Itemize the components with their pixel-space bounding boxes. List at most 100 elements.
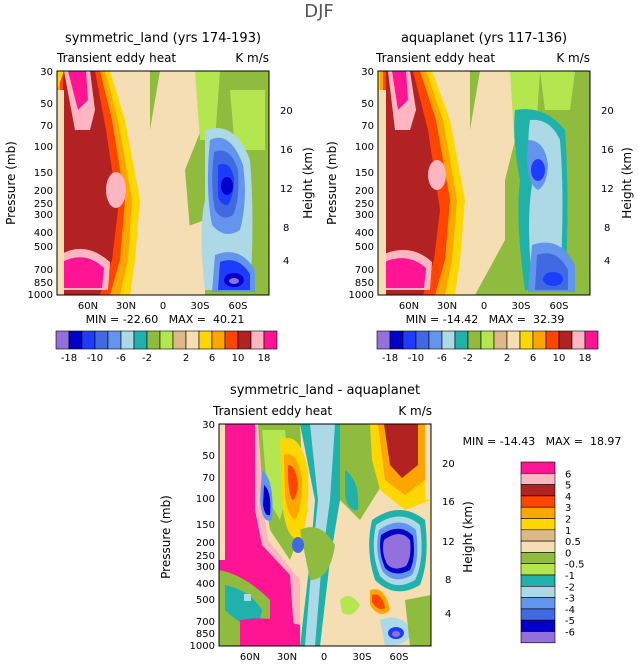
colorbar-swatch: [389, 330, 404, 350]
colorbar-label: -6: [437, 353, 447, 364]
colorbar-swatch: [159, 330, 174, 350]
xtick-60S: 60S: [549, 301, 568, 312]
colorbar-swatch: [584, 330, 599, 350]
colorbar-swatch: [520, 563, 556, 576]
colorbar-swatch: [558, 330, 573, 350]
ytick-250: 250: [34, 199, 53, 210]
colorbar-label: -3: [565, 594, 575, 605]
ytick-30: 30: [40, 67, 53, 78]
ytick-400: 400: [34, 228, 53, 239]
panel-title: symmetric_land - aquaplanet: [230, 383, 420, 398]
x-axis-ticks: 60N 30N 0 30S 60S: [399, 301, 569, 312]
colorbar: -18 -10 -6 -2 2 6 10 18: [55, 330, 278, 364]
subtitle-right: K m/s: [235, 51, 269, 65]
heatmap-field: [57, 71, 269, 295]
colorbar-swatch: [520, 552, 556, 565]
xtick-60S: 60S: [389, 652, 408, 663]
panel-title: aquaplanet (yrs 117-136): [401, 31, 567, 46]
colorbar-label: 18: [579, 353, 592, 364]
xtick-60S: 60S: [228, 301, 247, 312]
colorbar-label: 0: [565, 548, 571, 559]
colorbar-label: -18: [61, 353, 77, 364]
colorbar-swatch: [480, 330, 495, 350]
ztick-12: 12: [601, 184, 614, 195]
colorbar-swatch: [441, 330, 456, 350]
ytick-250: 250: [196, 551, 215, 562]
colorbar-swatch: [454, 330, 469, 350]
ztick-16: 16: [442, 497, 455, 508]
subtitle-left: Transient eddy heat: [375, 51, 495, 65]
colorbar-swatch: [55, 330, 70, 350]
ytick-500: 500: [355, 242, 374, 253]
ytick-150: 150: [34, 168, 53, 179]
ztick-8: 8: [283, 223, 289, 234]
ytick-850: 850: [355, 278, 374, 289]
colorbar-swatch: [107, 330, 122, 350]
colorbar-swatch: [146, 330, 161, 350]
heatmap-field: [378, 71, 590, 295]
colorbar-swatch: [493, 330, 508, 350]
ytick-700: 700: [34, 265, 53, 276]
colorbar-swatch: [428, 330, 443, 350]
colorbar-swatch: [133, 330, 148, 350]
xtick-30N: 30N: [437, 301, 457, 312]
y-axis-ticks: 30 50 70 100 150 200 250 300 400 500 700…: [190, 420, 215, 652]
ztick-20: 20: [280, 106, 293, 117]
colorbar-swatch: [520, 473, 556, 485]
colorbar-swatch: [198, 330, 213, 350]
colorbar-label: -10: [87, 353, 103, 364]
colorbar-label: -6: [565, 628, 575, 639]
ylabel-right: Height (km): [620, 147, 634, 218]
xtick-30S: 30S: [352, 652, 371, 663]
y-axis-ticks: 30 50 70 100 150 200 250 300 400 500 700…: [28, 67, 53, 301]
ytick-200: 200: [196, 538, 215, 549]
ytick-500: 500: [196, 595, 215, 606]
colorbar-label: 1: [565, 526, 571, 537]
ytick-300: 300: [196, 562, 215, 573]
ztick-4: 4: [604, 256, 610, 267]
colorbar-swatch: [520, 631, 556, 644]
ztick-8: 8: [604, 223, 610, 234]
colorbar-label: 2: [565, 515, 571, 526]
colorbar-swatch: [467, 330, 482, 350]
ytick-150: 150: [196, 520, 215, 531]
ytick-150: 150: [355, 168, 374, 179]
colorbar-label: -10: [408, 353, 424, 364]
xtick-60N: 60N: [240, 652, 260, 663]
colorbar-swatch: [81, 330, 96, 350]
ztick-4: 4: [445, 609, 451, 620]
colorbar-label: -18: [382, 353, 398, 364]
ytick-50: 50: [40, 99, 53, 110]
ytick-850: 850: [34, 278, 53, 289]
ztick-20: 20: [601, 106, 614, 117]
ztick-12: 12: [442, 537, 455, 548]
ylabel-right: Height (km): [461, 501, 475, 572]
xtick-30S: 30S: [511, 301, 530, 312]
xtick-60N: 60N: [399, 301, 419, 312]
y-right-ticks: 4 8 12 16 20: [442, 459, 455, 620]
subtitle-left: Transient eddy heat: [212, 404, 332, 418]
min-max-stats: MIN = -22.60 MAX = 40.21: [86, 313, 245, 326]
colorbar-swatch: [520, 506, 556, 519]
ylabel-right: Height (km): [301, 147, 315, 218]
colorbar-swatch: [520, 608, 556, 621]
ztick-20: 20: [442, 459, 455, 470]
ytick-1000: 1000: [349, 290, 374, 301]
colorbar-label: 4: [565, 492, 571, 503]
colorbar-label: 6: [530, 353, 536, 364]
colorbar-swatch: [237, 330, 252, 350]
xtick-30S: 30S: [190, 301, 209, 312]
panel-title: symmetric_land (yrs 174-193): [65, 31, 261, 46]
ytick-100: 100: [355, 142, 374, 153]
figure-title: DJF: [304, 1, 334, 22]
colorbar-label: -0.5: [565, 560, 585, 571]
colorbar-swatch: [520, 540, 556, 553]
subtitle-right: K m/s: [398, 404, 432, 418]
colorbar-swatch: [94, 330, 109, 350]
ytick-850: 850: [196, 629, 215, 640]
ytick-70: 70: [361, 121, 374, 132]
y-right-ticks: 4 8 12 16 20: [601, 106, 614, 267]
colorbar-label: 6: [209, 353, 215, 364]
colorbar-swatch: [520, 529, 556, 542]
y-right-ticks: 4 8 12 16 20: [280, 106, 293, 267]
